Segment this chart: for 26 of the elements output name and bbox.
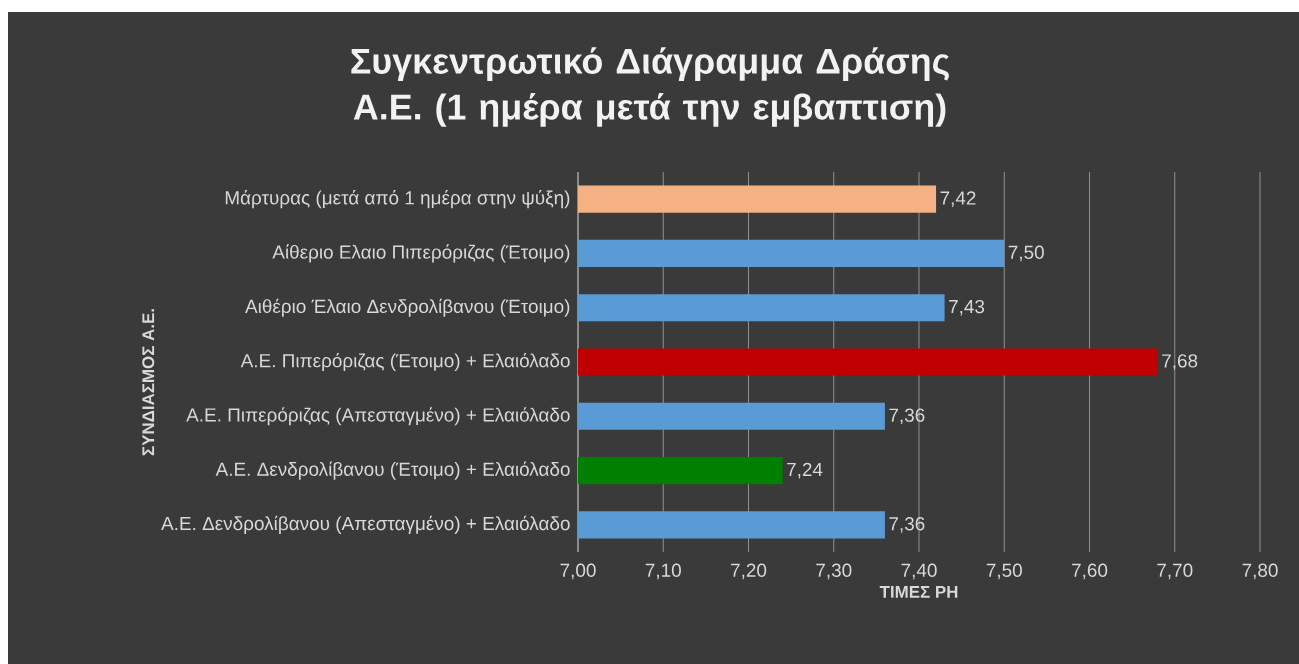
data-label: 7,36: [889, 517, 925, 533]
y-tick-label: Α.Ε. Πιπερόριζας (Απεσταγμένο) + Ελαιόλαδο: [186, 407, 570, 426]
data-label: 7,42: [940, 191, 976, 207]
y-tick-label: Αιθέριο Έλαιο Δενδρολίβανου (Έτοιμο): [245, 298, 570, 317]
x-tick-label: 7,30: [816, 563, 852, 580]
x-axis-title: ΤΙΜΕΣ PH: [879, 586, 958, 598]
data-label: 7,36: [889, 408, 925, 425]
x-tick-label: 7,10: [645, 563, 681, 580]
y-tick-label: Α.Ε. Δενδρολίβανου (Έτοιμο) + Ελαιόλαδο: [215, 461, 570, 480]
data-label: 7,68: [1162, 354, 1198, 370]
chart-title: Συγκεντρωτικό Διάγραμμα Δράσης Α.Ε. (1 ημέρα μετά την εμβαπτιση): [351, 47, 949, 127]
y-tick-label: Α.Ε. Δενδρολίβανου (Απεσταγμένο) + Ελαιόλαδο: [161, 515, 570, 534]
data-label: 7,43: [949, 299, 985, 316]
data-label: 7,50: [1008, 245, 1044, 262]
y-tick-label: Αίθεριο Ελαιο Πιπερόριζας (Έτοιμο): [272, 244, 570, 263]
x-tick-label: 7,20: [731, 563, 767, 580]
y-tick-label: Μάρτυρας (μετά από 1 ημέρα στην ψύξη): [225, 190, 570, 209]
x-tick-label: 7,60: [1072, 563, 1108, 580]
x-tick-label: 7,70: [1157, 563, 1193, 580]
x-tick-label: 7,40: [901, 563, 937, 580]
y-tick-label: Α.Ε. Πιπερόριζας (Έτοιμο) + Ελαιόλαδο: [240, 352, 570, 372]
x-tick-label: 7,80: [1242, 563, 1278, 580]
data-label: 7,24: [787, 462, 823, 479]
x-tick-label: 7,50: [986, 563, 1022, 580]
x-tick-label: 7,00: [560, 563, 596, 580]
y-axis-title: ΣΥΝΔΙΑΣΜΟΣ Α.Ε.: [142, 309, 155, 456]
